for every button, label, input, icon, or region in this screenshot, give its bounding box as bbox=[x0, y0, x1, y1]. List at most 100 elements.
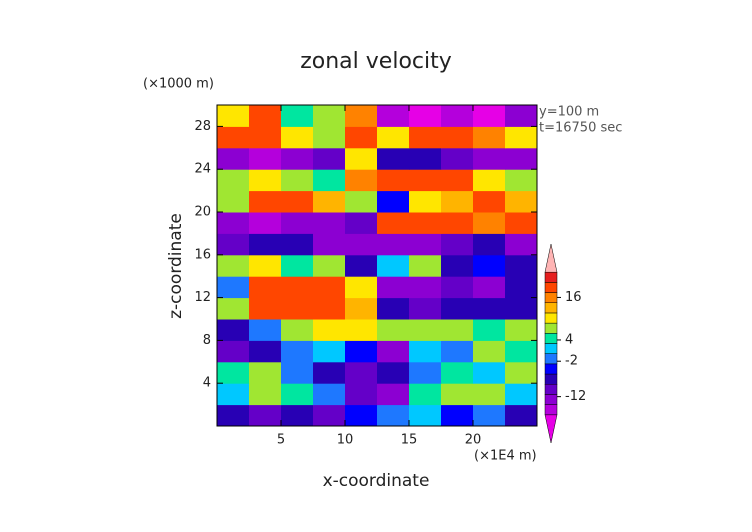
colorbar-box bbox=[544, 333, 558, 344]
cell bbox=[377, 126, 410, 149]
cell bbox=[249, 340, 282, 363]
cell bbox=[281, 361, 314, 384]
y-tick-label: 28 bbox=[194, 119, 211, 134]
cell bbox=[313, 105, 346, 127]
cell bbox=[377, 233, 410, 256]
cell bbox=[505, 254, 538, 277]
colorbar-box bbox=[544, 353, 558, 365]
y-tick-label: 12 bbox=[194, 290, 211, 305]
chart-title: zonal velocity bbox=[300, 49, 452, 74]
cell bbox=[409, 361, 442, 384]
y-unit: (×1000 m) bbox=[143, 77, 214, 92]
cell bbox=[345, 404, 378, 427]
colorbar-box bbox=[544, 271, 558, 283]
colorbar-box bbox=[544, 363, 558, 375]
colorbar-box bbox=[544, 312, 558, 324]
cell bbox=[345, 383, 378, 406]
cell bbox=[249, 297, 282, 320]
cell bbox=[249, 126, 282, 149]
y-axis-label: z-coordinate bbox=[166, 213, 186, 319]
cell bbox=[505, 276, 538, 299]
cell bbox=[313, 126, 346, 149]
cell bbox=[217, 276, 250, 299]
cell bbox=[409, 254, 442, 277]
cell bbox=[249, 190, 282, 213]
cell bbox=[249, 361, 282, 384]
cell bbox=[217, 105, 250, 127]
cell bbox=[505, 319, 538, 341]
cell bbox=[377, 319, 410, 341]
cell bbox=[281, 233, 314, 256]
cell bbox=[217, 233, 250, 256]
cell bbox=[281, 297, 314, 320]
cell bbox=[473, 169, 506, 192]
cell bbox=[505, 169, 538, 192]
cell bbox=[409, 233, 442, 256]
colorbar-box bbox=[544, 292, 558, 303]
cell bbox=[313, 147, 346, 170]
x-axis-label: x-coordinate bbox=[323, 471, 430, 491]
colorbar-box bbox=[544, 394, 558, 405]
cell bbox=[377, 212, 410, 234]
cell bbox=[505, 383, 538, 406]
cell bbox=[313, 169, 346, 192]
cell bbox=[313, 276, 346, 299]
cell bbox=[281, 169, 314, 192]
colorbar-box bbox=[544, 343, 558, 354]
cell bbox=[249, 169, 282, 192]
cell bbox=[473, 254, 506, 277]
cell bbox=[441, 126, 474, 149]
cell bbox=[473, 383, 506, 406]
cell bbox=[505, 212, 538, 234]
colorbar-tick-label: -2 bbox=[565, 354, 578, 369]
cell bbox=[345, 276, 378, 299]
x-tick-label: 20 bbox=[465, 433, 482, 448]
cell bbox=[249, 254, 282, 277]
cell bbox=[473, 126, 506, 149]
cell bbox=[249, 319, 282, 341]
cell bbox=[473, 147, 506, 170]
cell bbox=[217, 169, 250, 192]
y-tick-label: 8 bbox=[203, 333, 211, 348]
cell bbox=[473, 340, 506, 363]
cell bbox=[217, 126, 250, 149]
cell bbox=[313, 254, 346, 277]
cell bbox=[377, 169, 410, 192]
cell bbox=[377, 297, 410, 320]
cell bbox=[409, 319, 442, 341]
cell bbox=[505, 297, 538, 320]
colorbar-end bbox=[544, 243, 558, 273]
colorbar-tick-label: -12 bbox=[565, 389, 586, 404]
y-tick-label: 20 bbox=[194, 205, 211, 220]
colorbar-end bbox=[544, 414, 558, 444]
cell bbox=[409, 147, 442, 170]
cell bbox=[505, 126, 538, 149]
cell bbox=[313, 361, 346, 384]
cell bbox=[377, 276, 410, 299]
cell bbox=[409, 190, 442, 213]
plot-frame bbox=[216, 104, 538, 427]
cell bbox=[217, 383, 250, 406]
cell bbox=[249, 233, 282, 256]
colorbar-box bbox=[544, 302, 558, 314]
cell bbox=[441, 404, 474, 427]
cell bbox=[249, 404, 282, 427]
cell bbox=[345, 361, 378, 384]
cell bbox=[281, 383, 314, 406]
cell bbox=[313, 297, 346, 320]
cell bbox=[505, 190, 538, 213]
cell bbox=[281, 404, 314, 427]
cell bbox=[345, 297, 378, 320]
cell bbox=[505, 340, 538, 363]
cell bbox=[473, 190, 506, 213]
cell bbox=[345, 169, 378, 192]
cell bbox=[345, 340, 378, 363]
cell bbox=[473, 105, 506, 127]
cell bbox=[249, 147, 282, 170]
cell bbox=[313, 233, 346, 256]
cell bbox=[345, 147, 378, 170]
cell bbox=[441, 361, 474, 384]
cell bbox=[441, 212, 474, 234]
cell bbox=[441, 169, 474, 192]
